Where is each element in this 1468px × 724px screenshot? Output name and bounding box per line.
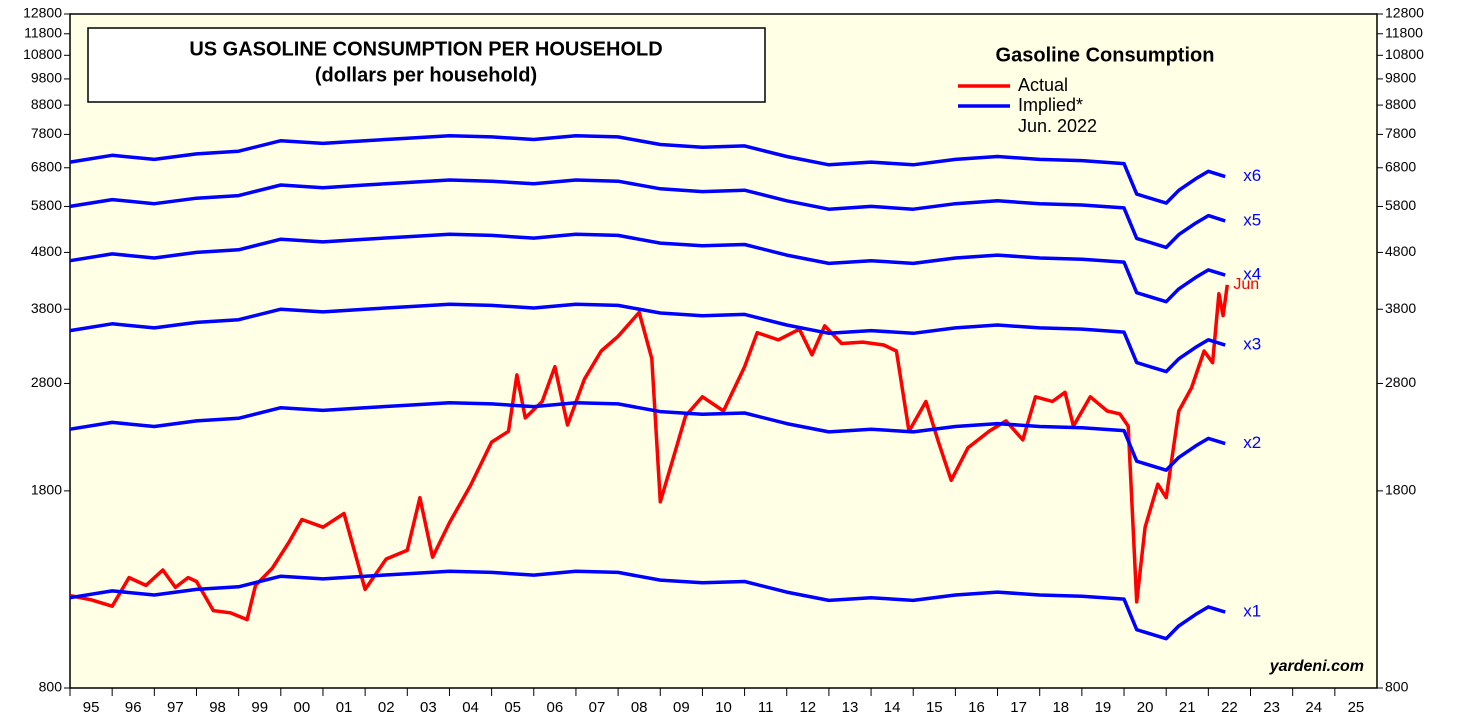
series-line bbox=[69, 401, 1226, 472]
y-tick-label: 12800 bbox=[23, 5, 62, 21]
end-label: Jun bbox=[1233, 276, 1259, 293]
y2-tick-label: 11800 bbox=[1385, 24, 1423, 40]
x-tick-label: 22 bbox=[1221, 699, 1238, 716]
x-tick-label: 10 bbox=[715, 699, 732, 716]
series-line bbox=[69, 569, 1226, 641]
plot-area bbox=[69, 13, 1378, 689]
x-tick-label: 09 bbox=[673, 699, 690, 716]
y2-tick-label: 9800 bbox=[1385, 70, 1416, 86]
x-tick-label: 12 bbox=[799, 699, 816, 716]
x-tick-label: 03 bbox=[420, 699, 437, 716]
x-tick-label: 08 bbox=[631, 699, 648, 716]
x-tick-label: 23 bbox=[1263, 699, 1280, 716]
y2-tick-label: 1800 bbox=[1385, 482, 1416, 498]
y2-tick-label: 10800 bbox=[1385, 46, 1424, 62]
legend-label: Actual bbox=[1018, 75, 1068, 95]
y2-tick-label: 800 bbox=[1385, 679, 1409, 695]
multiple-label: x2 bbox=[1243, 433, 1261, 452]
x-tick-label: 00 bbox=[294, 699, 311, 716]
chart-title: US GASOLINE CONSUMPTION PER HOUSEHOLD bbox=[189, 38, 662, 60]
x-tick-label: 07 bbox=[589, 699, 606, 716]
series-line bbox=[69, 232, 1226, 304]
y-tick-label: 2800 bbox=[31, 374, 62, 390]
y-tick-label: 1800 bbox=[31, 482, 62, 498]
x-tick-label: 01 bbox=[336, 699, 353, 716]
chart-subtitle: (dollars per household) bbox=[315, 64, 537, 86]
y2-tick-label: 8800 bbox=[1385, 96, 1416, 112]
x-tick-label: 13 bbox=[842, 699, 859, 716]
x-tick-label: 14 bbox=[884, 699, 901, 716]
y-tick-label: 7800 bbox=[31, 125, 62, 141]
x-tick-label: 24 bbox=[1305, 699, 1322, 716]
x-tick-label: 15 bbox=[926, 699, 943, 716]
y-tick-label: 10800 bbox=[23, 46, 62, 62]
x-tick-label: 25 bbox=[1348, 699, 1365, 716]
multiple-label: x6 bbox=[1243, 166, 1261, 185]
y2-tick-label: 6800 bbox=[1385, 158, 1416, 174]
y-tick-label: 3800 bbox=[31, 300, 62, 316]
x-tick-label: 16 bbox=[968, 699, 985, 716]
x-tick-label: 06 bbox=[547, 699, 564, 716]
series-line bbox=[69, 284, 1230, 622]
y2-tick-label: 5800 bbox=[1385, 197, 1416, 213]
multiple-label: x5 bbox=[1243, 210, 1261, 229]
y-tick-label: 8800 bbox=[31, 96, 62, 112]
y-tick-label: 5800 bbox=[31, 197, 62, 213]
title-box bbox=[87, 27, 766, 103]
y2-tick-label: 3800 bbox=[1385, 300, 1416, 316]
x-tick-label: 20 bbox=[1137, 699, 1154, 716]
multiple-label: x1 bbox=[1243, 602, 1261, 621]
x-tick-label: 21 bbox=[1179, 699, 1196, 716]
multiple-label: x4 bbox=[1243, 265, 1261, 284]
y2-tick-label: 12800 bbox=[1385, 5, 1424, 21]
legend-note: Jun. 2022 bbox=[1018, 116, 1097, 136]
x-tick-label: 05 bbox=[504, 699, 521, 716]
y-tick-label: 11800 bbox=[24, 24, 62, 40]
series-line bbox=[69, 302, 1226, 374]
y-tick-label: 9800 bbox=[31, 70, 62, 86]
series-line bbox=[69, 133, 1226, 205]
legend-title: Gasoline Consumption bbox=[996, 44, 1215, 66]
y-tick-label: 4800 bbox=[31, 243, 62, 259]
y2-tick-label: 4800 bbox=[1385, 243, 1416, 259]
x-tick-label: 17 bbox=[1010, 699, 1027, 716]
x-tick-label: 99 bbox=[251, 699, 268, 716]
x-tick-label: 95 bbox=[83, 699, 100, 716]
x-tick-label: 02 bbox=[378, 699, 395, 716]
x-tick-label: 19 bbox=[1095, 699, 1112, 716]
y-tick-label: 6800 bbox=[31, 158, 62, 174]
y-tick-label: 800 bbox=[39, 679, 63, 695]
x-tick-label: 04 bbox=[462, 699, 479, 716]
x-tick-label: 11 bbox=[758, 699, 774, 716]
y2-tick-label: 7800 bbox=[1385, 125, 1416, 141]
x-tick-label: 97 bbox=[167, 699, 184, 716]
x-tick-label: 18 bbox=[1052, 699, 1069, 716]
y2-tick-label: 2800 bbox=[1385, 374, 1416, 390]
series-line bbox=[69, 178, 1226, 250]
source: yardeni.com bbox=[1269, 658, 1364, 675]
x-tick-label: 96 bbox=[125, 699, 142, 716]
multiple-label: x3 bbox=[1243, 335, 1261, 354]
x-tick-label: 98 bbox=[209, 699, 226, 716]
legend-label: Implied* bbox=[1018, 95, 1083, 115]
